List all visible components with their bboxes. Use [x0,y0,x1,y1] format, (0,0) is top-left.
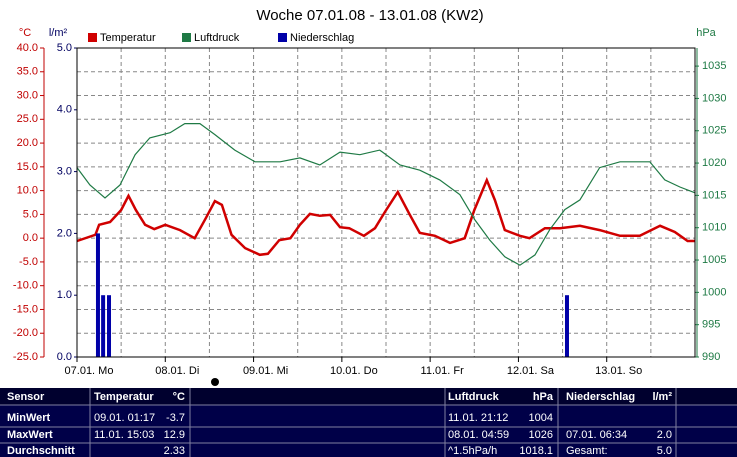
y-tick-label: 30.0 [17,89,38,101]
chart-title: Woche 07.01.08 - 13.01.08 (KW2) [256,7,483,24]
table-header: Sensor [7,391,45,403]
stats-header-bg [0,388,737,405]
table-cell: 09.01. 01:17 [94,412,155,424]
table-cell: -3.7 [166,412,185,424]
table-cell: 2.0 [657,429,672,441]
series-line [76,123,696,266]
legend-swatch [88,33,97,42]
y2-tick-label: 5.0 [57,42,72,54]
y-tick-label: 40.0 [17,42,38,54]
y2-tick-label: 2.0 [57,227,72,239]
x-tick-label: 08.01. Di [155,365,199,377]
table-header: °C [173,391,185,403]
table-cell: 2.33 [164,445,185,457]
legend-swatch [182,33,191,42]
table-cell: 11.01. 15:03 [94,429,154,441]
x-tick-label: 12.01. Sa [507,365,555,377]
series-line [76,176,695,257]
y3-tick-label: 1030 [702,92,726,104]
table-cell: 08.01. 04:59 [448,429,509,441]
y-tick-label: 20.0 [17,137,38,149]
x-tick-label: 11.01. Fr [421,365,465,377]
row-label: MinWert [7,412,51,424]
y3-tick-label: 995 [702,319,720,331]
table-cell: ^1.5hPa/h [448,445,497,457]
y-tick-label: 15.0 [17,161,38,173]
table-header: Luftdruck [448,391,500,403]
table-header: hPa [533,391,554,403]
bar [95,233,100,357]
bar [107,295,112,357]
cursor-marker [211,378,219,386]
y-tick-label: 35.0 [17,66,38,78]
bar [101,295,106,357]
y-tick-label: -5.0 [19,256,38,268]
legend-swatch [278,33,287,42]
table-header: Temperatur [94,391,154,403]
x-tick-label: 10.01. Do [330,365,378,377]
y2-tick-label: 3.0 [57,166,72,178]
plot-border [76,47,696,358]
x-tick-label: 07.01. Mo [65,365,114,377]
y3-unit: hPa [696,27,716,39]
table-lines [0,388,737,457]
y-tick-label: 5.0 [23,208,38,220]
y2-unit: l/m² [49,27,68,39]
y3-tick-label: 990 [702,351,720,363]
legend-label: Temperatur [100,32,156,44]
stats-table: Sensor Temperatur °C Luftdruck hPa Niederschl… [7,391,672,457]
x-tick-label: 13.01. So [595,365,642,377]
table-cell: 5.0 [657,445,672,457]
y-tick-label: -15.0 [13,303,38,315]
x-tick-label: 09.01. Mi [243,365,288,377]
y3-tick-label: 1010 [702,222,726,234]
y2-tick-label: 1.0 [57,289,72,301]
y-tick-label: -25.0 [13,351,38,363]
table-cell: 1018.1 [519,445,553,457]
y3-tick-label: 1025 [702,125,726,137]
y-unit: °C [19,27,31,39]
y3-tick-label: 1020 [702,157,726,169]
y3-tick-label: 1000 [702,286,726,298]
table-header: Niederschlag [566,391,635,403]
y3-tick-label: 1005 [702,254,726,266]
y-tick-label: -20.0 [13,327,38,339]
y-tick-label: 25.0 [17,113,38,125]
y3-tick-label: 1035 [702,60,726,72]
y2-tick-label: 4.0 [57,104,72,116]
bar [564,295,569,357]
y3-tick-label: 1015 [702,189,726,201]
row-label: Durchschnitt [7,445,75,457]
table-cell: 11.01. 21:12 [448,412,508,424]
legend-label: Luftdruck [194,32,240,44]
table-cell: 07.01. 06:34 [566,429,627,441]
legend-label: Niederschlag [290,32,354,44]
y2-tick-label: 0.0 [57,351,72,363]
table-header: l/m² [652,391,672,403]
table-cell: 1004 [529,412,553,424]
y-tick-label: -10.0 [13,280,38,292]
y-tick-label: 0.0 [23,232,38,244]
row-label: MaxWert [7,429,53,441]
table-cell: Gesamt: [566,445,608,457]
table-cell: 1026 [529,429,553,441]
y-tick-label: 10.0 [17,185,38,197]
table-cell: 12.9 [164,429,185,441]
